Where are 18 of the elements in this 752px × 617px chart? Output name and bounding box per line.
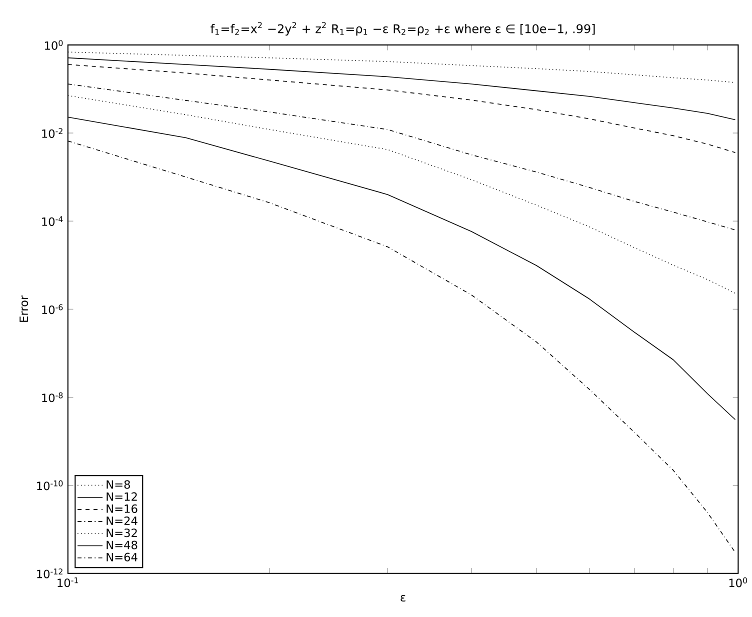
legend-label: N=48 [106,540,138,550]
y-tick-label: 10$^{-6}$ [42,304,63,314]
y-tick-label: 10$^{-10}$ [37,480,63,490]
legend-label: N=24 [106,516,138,525]
y-tick-label: 10$^{-4}$ [42,216,63,226]
y-tick-label: 10$^{0}$ [45,40,63,50]
legend-label: N=8 [106,480,130,489]
chart-title: f$_{1}$=f$_{2}$=x$^{2}$ −2y$^{2}$ + z$^{2}$ R$_{1}$=ρ$_{1}$ −ε R$_{2}$=ρ$_{2}$ +ε where ε ∈ [10e−1, .99] [210,22,595,36]
y-tick-label: 10$^{-8}$ [42,392,63,402]
legend-label: N=16 [106,504,138,513]
legend-label: N=12 [106,492,137,501]
y-tick-label: 10$^{-12}$ [37,568,62,578]
legend-label: N=64 [106,552,138,562]
legend-label: N=32 [106,528,137,538]
x-tick-label: 10$^{-1}$ [58,577,78,587]
y-tick-label: 10$^{-2}$ [42,128,62,138]
y-axis-title: Error [20,295,28,322]
x-axis-title: ε [400,594,406,602]
